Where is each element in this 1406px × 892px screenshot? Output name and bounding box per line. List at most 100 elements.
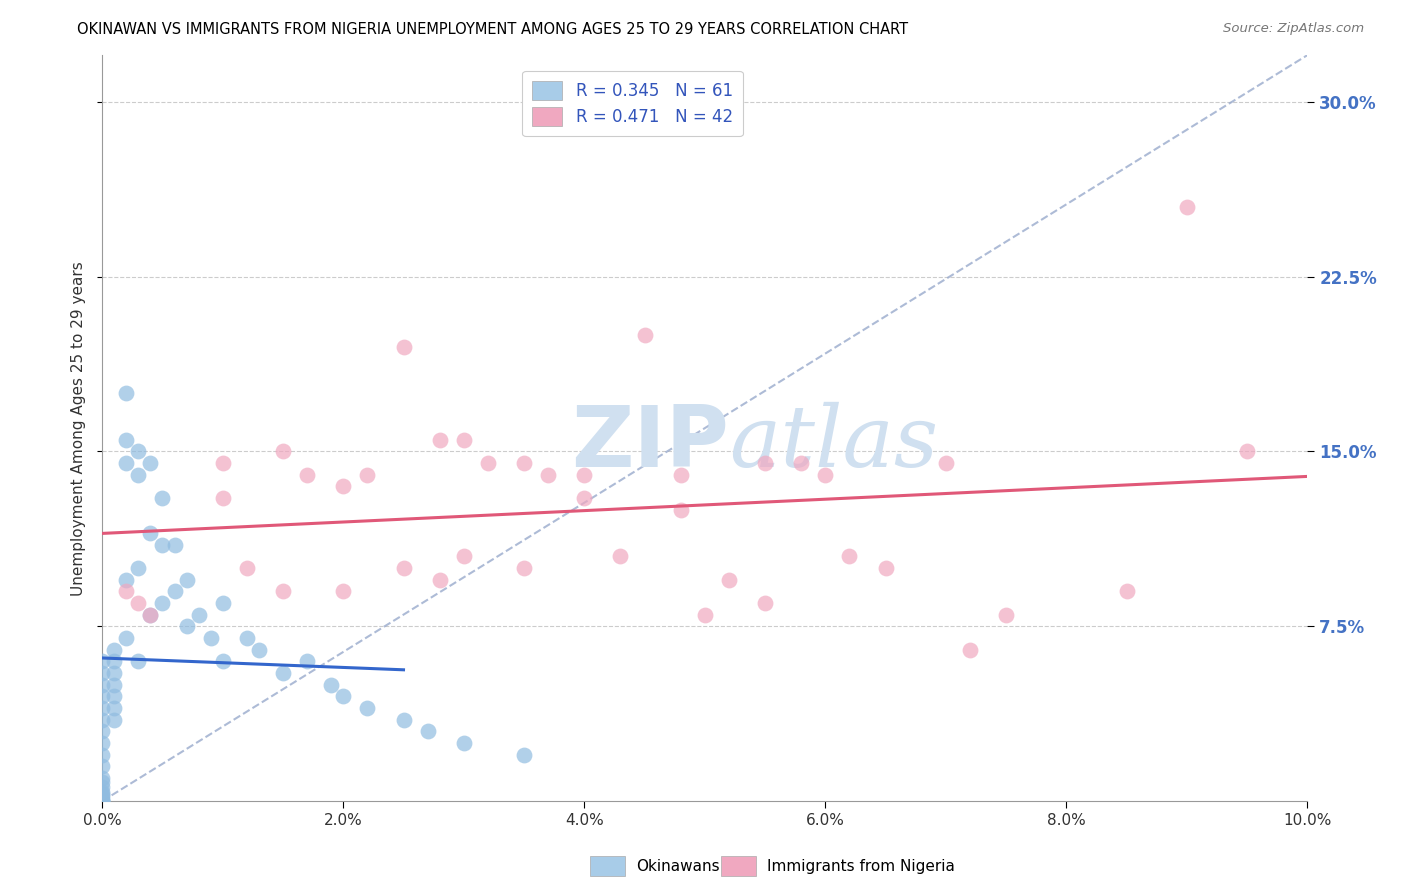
Point xyxy=(754,456,776,470)
Point xyxy=(1236,444,1258,458)
Point xyxy=(91,794,114,808)
Point xyxy=(295,654,318,668)
Point xyxy=(609,549,631,564)
Y-axis label: Unemployment Among Ages 25 to 29 years: Unemployment Among Ages 25 to 29 years xyxy=(72,260,86,596)
Point xyxy=(247,642,270,657)
Point xyxy=(103,642,125,657)
Point xyxy=(127,561,149,575)
Point xyxy=(236,631,259,645)
Point xyxy=(91,747,114,762)
Point xyxy=(429,433,451,447)
Point xyxy=(103,713,125,727)
Point xyxy=(429,573,451,587)
Point xyxy=(115,573,138,587)
Point xyxy=(152,491,174,505)
Point xyxy=(91,690,114,704)
Point xyxy=(453,549,475,564)
Point xyxy=(139,526,162,541)
Point xyxy=(91,792,114,806)
Point xyxy=(91,724,114,739)
Point xyxy=(513,747,536,762)
Point xyxy=(477,456,499,470)
Point xyxy=(115,456,138,470)
Text: ZIP: ZIP xyxy=(571,401,728,484)
Point xyxy=(139,607,162,622)
Point xyxy=(163,584,186,599)
Point xyxy=(838,549,860,564)
Point xyxy=(91,780,114,794)
Point xyxy=(91,677,114,691)
Point xyxy=(717,573,740,587)
Point xyxy=(392,561,415,575)
Point xyxy=(211,456,233,470)
Point xyxy=(163,538,186,552)
Point xyxy=(513,561,536,575)
Legend: R = 0.345   N = 61, R = 0.471   N = 42: R = 0.345 N = 61, R = 0.471 N = 42 xyxy=(522,71,742,136)
Text: OKINAWAN VS IMMIGRANTS FROM NIGERIA UNEMPLOYMENT AMONG AGES 25 TO 29 YEARS CORRE: OKINAWAN VS IMMIGRANTS FROM NIGERIA UNEM… xyxy=(77,22,908,37)
Point xyxy=(1115,584,1137,599)
Point xyxy=(332,690,354,704)
Point xyxy=(139,456,162,470)
Point xyxy=(91,701,114,715)
Point xyxy=(633,327,655,342)
Point xyxy=(271,584,294,599)
Point xyxy=(1175,200,1198,214)
Point xyxy=(91,654,114,668)
Point xyxy=(91,665,114,680)
Point xyxy=(127,467,149,482)
Point xyxy=(295,467,318,482)
Text: Immigrants from Nigeria: Immigrants from Nigeria xyxy=(768,859,955,873)
Point xyxy=(91,736,114,750)
Point xyxy=(200,631,222,645)
Point xyxy=(91,759,114,773)
Point xyxy=(187,607,209,622)
Point xyxy=(127,654,149,668)
Point xyxy=(537,467,560,482)
Point xyxy=(91,789,114,804)
Point xyxy=(356,467,378,482)
Point xyxy=(669,467,692,482)
Point xyxy=(115,631,138,645)
Point xyxy=(574,491,596,505)
Point xyxy=(127,444,149,458)
Point xyxy=(453,736,475,750)
Point xyxy=(152,538,174,552)
Point xyxy=(211,654,233,668)
Point xyxy=(332,479,354,493)
Point xyxy=(513,456,536,470)
Point xyxy=(211,491,233,505)
Point xyxy=(392,713,415,727)
Text: atlas: atlas xyxy=(728,401,938,484)
Point xyxy=(103,701,125,715)
Point xyxy=(995,607,1018,622)
Point xyxy=(935,456,957,470)
Point xyxy=(574,467,596,482)
Point xyxy=(91,794,114,808)
Point xyxy=(790,456,813,470)
Point xyxy=(814,467,837,482)
Point xyxy=(103,677,125,691)
Point xyxy=(669,502,692,516)
Point xyxy=(91,785,114,799)
Point xyxy=(91,775,114,789)
Point xyxy=(211,596,233,610)
Point xyxy=(115,584,138,599)
Point xyxy=(91,771,114,785)
Point xyxy=(754,596,776,610)
Text: Source: ZipAtlas.com: Source: ZipAtlas.com xyxy=(1223,22,1364,36)
Point xyxy=(115,433,138,447)
Point xyxy=(453,433,475,447)
Point xyxy=(176,573,198,587)
Point xyxy=(152,596,174,610)
Point xyxy=(271,444,294,458)
Point xyxy=(875,561,897,575)
Point xyxy=(176,619,198,633)
Point xyxy=(236,561,259,575)
Point xyxy=(392,340,415,354)
Text: Okinawans: Okinawans xyxy=(637,859,720,873)
Point xyxy=(959,642,981,657)
Point xyxy=(103,690,125,704)
Point xyxy=(271,665,294,680)
Point xyxy=(356,701,378,715)
Point xyxy=(321,677,343,691)
